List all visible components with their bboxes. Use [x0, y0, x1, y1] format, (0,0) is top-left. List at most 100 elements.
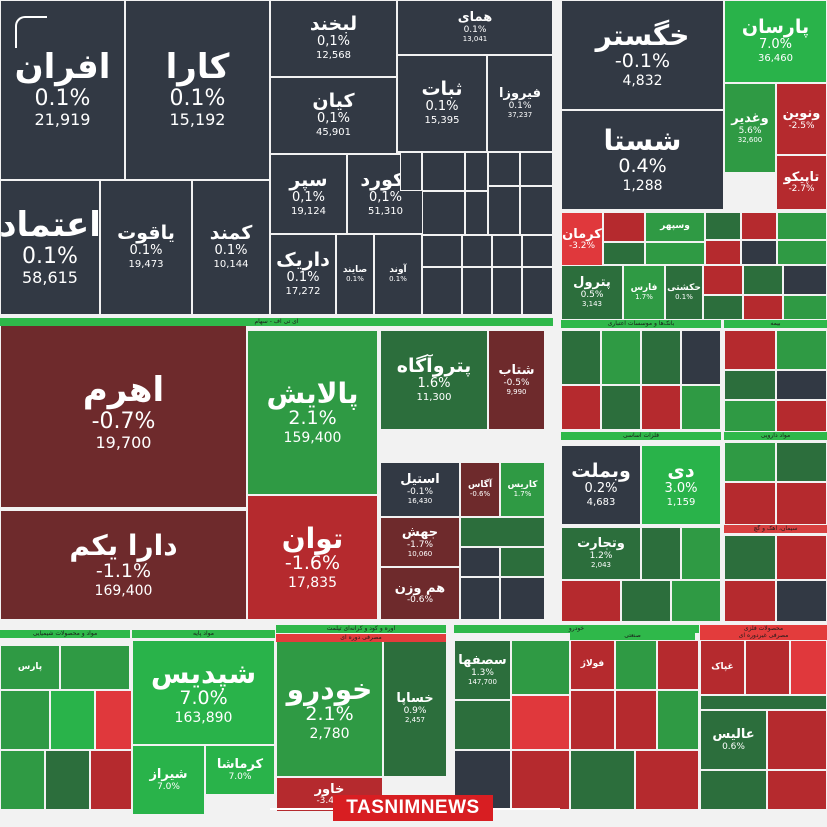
treemap-tile[interactable]: استیل -0.1% 16,430	[380, 462, 460, 517]
treemap-filler-tile[interactable]	[743, 265, 783, 295]
treemap-filler-tile[interactable]	[777, 212, 827, 240]
treemap-tile[interactable]: جهش -1.7% 10,060	[380, 517, 460, 567]
treemap-tile[interactable]: آگاس -0.6%	[460, 462, 500, 517]
treemap-tile[interactable]: داریک 0.1% 17,272	[270, 234, 336, 315]
treemap-tile[interactable]: کارا 0.1% 15,192	[125, 0, 270, 180]
treemap-filler-tile[interactable]	[570, 690, 615, 750]
treemap-tile[interactable]: وتجارت 1.2% 2,043	[561, 527, 641, 580]
treemap-filler-tile[interactable]	[703, 265, 743, 295]
treemap-filler-tile[interactable]	[776, 580, 827, 622]
treemap-tile[interactable]: تاپيكو -2.7%	[776, 155, 827, 210]
treemap-filler-tile[interactable]	[465, 191, 488, 235]
treemap-filler-tile[interactable]	[511, 750, 570, 810]
treemap-tile[interactable]: پتروآگاه 1.6% 11,300	[380, 330, 488, 430]
treemap-filler-tile[interactable]	[783, 265, 827, 295]
treemap-tile[interactable]: اعتماد 0.1% 58,615	[0, 180, 100, 315]
treemap-filler-tile[interactable]	[705, 240, 741, 265]
treemap-filler-tile[interactable]	[700, 695, 827, 710]
treemap-filler-tile[interactable]	[776, 400, 827, 432]
treemap-filler-tile[interactable]	[703, 295, 743, 320]
treemap-tile[interactable]: کرماشا 7.0%	[205, 745, 275, 795]
treemap-tile[interactable]: آکورد 0,1% 51,310	[347, 154, 424, 234]
treemap-filler-tile[interactable]	[422, 267, 462, 315]
treemap-tile[interactable]: وغدير 5.6% 32,600	[724, 83, 776, 173]
treemap-tile[interactable]: آوند 0.1%	[374, 234, 422, 315]
treemap-filler-tile[interactable]	[724, 442, 776, 482]
treemap-filler-tile[interactable]	[0, 690, 50, 750]
treemap-tile[interactable]: خودرو 2.1% 2,780	[276, 640, 383, 777]
treemap-tile[interactable]: وبملت 0.2% 4,683	[561, 445, 641, 525]
treemap-tile[interactable]: توان -1.6% 17,835	[247, 495, 378, 620]
treemap-tile[interactable]: خساپا 0.9% 2,457	[383, 640, 447, 777]
treemap-filler-tile[interactable]	[561, 385, 601, 430]
treemap-tile[interactable]: پارس	[0, 645, 60, 690]
treemap-filler-tile[interactable]	[90, 750, 132, 810]
treemap-filler-tile[interactable]	[635, 750, 699, 810]
treemap-filler-tile[interactable]	[520, 152, 553, 186]
treemap-tile[interactable]: پترول 0.5% 3,143	[561, 265, 623, 320]
treemap-tile[interactable]: سپر 0,1% 19,124	[270, 154, 347, 234]
treemap-tile[interactable]: اهرم -0.7% 19,700	[0, 318, 247, 508]
treemap-tile[interactable]: عالیس 0.6%	[700, 710, 767, 770]
treemap-filler-tile[interactable]	[601, 385, 641, 430]
treemap-filler-tile[interactable]	[790, 640, 827, 695]
treemap-filler-tile[interactable]	[45, 750, 90, 810]
treemap-filler-tile[interactable]	[767, 710, 827, 770]
treemap-filler-tile[interactable]	[783, 295, 827, 320]
treemap-filler-tile[interactable]	[561, 580, 621, 622]
treemap-tile[interactable]: صایند 0.1%	[336, 234, 374, 315]
treemap-filler-tile[interactable]	[603, 242, 645, 265]
treemap-tile[interactable]: یاقوت 0.1% 19,473	[100, 180, 192, 315]
treemap-filler-tile[interactable]	[700, 770, 767, 810]
treemap-filler-tile[interactable]	[641, 527, 681, 580]
treemap-tile[interactable]: غپاک	[700, 640, 745, 695]
treemap-tile[interactable]: پارسان 7.0% 36,460	[724, 0, 827, 83]
treemap-filler-tile[interactable]	[60, 645, 130, 690]
treemap-tile[interactable]: فارس 1.7%	[623, 265, 665, 320]
treemap-filler-tile[interactable]	[777, 240, 827, 265]
treemap-tile[interactable]: دی 3.0% 1,159	[641, 445, 721, 525]
treemap-filler-tile[interactable]	[745, 640, 790, 695]
treemap-tile[interactable]: ثبات 0.1% 15,395	[397, 55, 487, 152]
treemap-filler-tile[interactable]	[741, 240, 777, 265]
treemap-filler-tile[interactable]	[460, 517, 545, 547]
treemap-filler-tile[interactable]	[641, 330, 681, 385]
treemap-filler-tile[interactable]	[724, 400, 776, 432]
treemap-filler-tile[interactable]	[767, 770, 827, 810]
treemap-tile[interactable]: سصفها 1.3% 147,700	[454, 640, 511, 700]
treemap-filler-tile[interactable]	[454, 700, 511, 750]
treemap-filler-tile[interactable]	[400, 152, 422, 191]
treemap-filler-tile[interactable]	[522, 267, 553, 315]
treemap-filler-tile[interactable]	[500, 547, 545, 577]
treemap-filler-tile[interactable]	[776, 442, 827, 482]
treemap-filler-tile[interactable]	[561, 330, 601, 385]
treemap-filler-tile[interactable]	[641, 385, 681, 430]
treemap-filler-tile[interactable]	[645, 242, 705, 265]
treemap-filler-tile[interactable]	[492, 235, 522, 267]
treemap-filler-tile[interactable]	[460, 577, 500, 620]
treemap-tile[interactable]: همای 0.1% 13,041	[397, 0, 553, 55]
treemap-filler-tile[interactable]	[511, 695, 570, 750]
treemap-filler-tile[interactable]	[776, 330, 827, 370]
treemap-tile[interactable]: خگستر -0.1% 4,832	[561, 0, 724, 110]
treemap-filler-tile[interactable]	[615, 640, 657, 690]
treemap-filler-tile[interactable]	[705, 212, 741, 240]
treemap-filler-tile[interactable]	[657, 640, 699, 690]
treemap-tile[interactable]: شستا 0.4% 1,288	[561, 110, 724, 210]
treemap-tile[interactable]: شیراز 7.0%	[132, 745, 205, 815]
treemap-tile[interactable]: کرمان -3.2%	[561, 212, 603, 267]
treemap-filler-tile[interactable]	[500, 577, 545, 620]
treemap-filler-tile[interactable]	[50, 690, 95, 750]
treemap-filler-tile[interactable]	[603, 212, 645, 242]
treemap-filler-tile[interactable]	[601, 330, 641, 385]
treemap-filler-tile[interactable]	[422, 235, 462, 267]
treemap-filler-tile[interactable]	[681, 385, 721, 430]
treemap-tile[interactable]: فولاژ	[570, 640, 615, 690]
treemap-filler-tile[interactable]	[621, 580, 671, 622]
treemap-filler-tile[interactable]	[95, 690, 132, 750]
treemap-filler-tile[interactable]	[681, 330, 721, 385]
treemap-filler-tile[interactable]	[681, 527, 721, 580]
treemap-filler-tile[interactable]	[422, 191, 465, 235]
treemap-tile[interactable]: کاریس 1.7%	[500, 462, 545, 517]
treemap-filler-tile[interactable]	[465, 152, 488, 191]
